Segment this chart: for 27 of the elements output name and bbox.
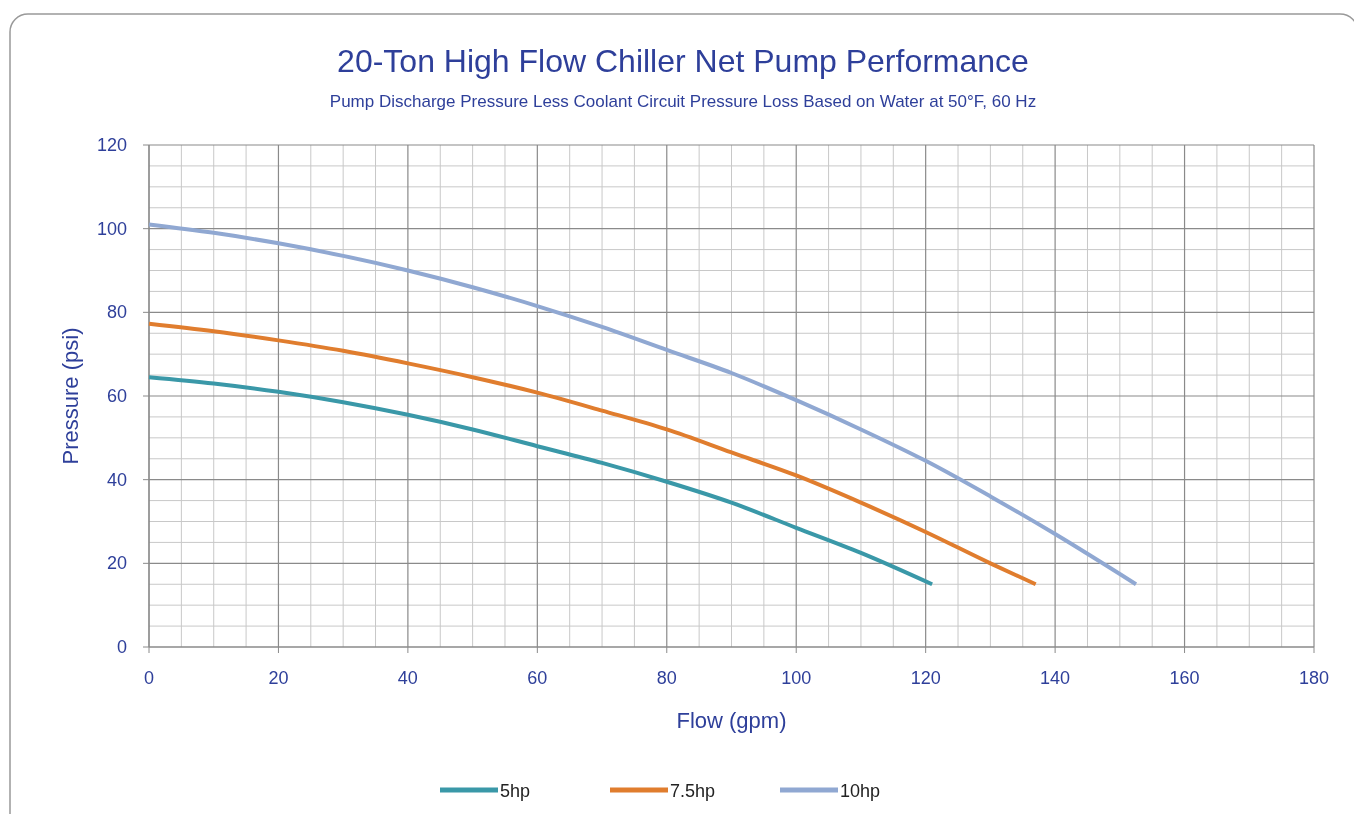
chart-title: 20-Ton High Flow Chiller Net Pump Performance [337, 43, 1029, 79]
y-tick-label: 20 [106, 553, 127, 574]
y-tick-label: 40 [106, 469, 127, 490]
x-tick-label: 140 [1040, 668, 1071, 688]
x-axis-title: Flow (gpm) [676, 708, 787, 733]
x-tick-label: 40 [397, 668, 418, 688]
y-axis-title: Pressure (psi) [58, 327, 83, 465]
y-tick-label: 120 [96, 135, 127, 155]
line-series [147, 321, 1038, 587]
y-tick-label: 60 [106, 386, 127, 406]
line-series [147, 222, 1139, 587]
x-tick-label: 180 [1298, 668, 1330, 688]
y-tick-label: 100 [96, 218, 127, 239]
x-tick-label: 0 [143, 668, 155, 688]
x-tick-label: 160 [1169, 668, 1200, 688]
x-tick-label: 80 [656, 668, 677, 688]
y-tick-label: 0 [116, 637, 127, 657]
x-tick-label: 120 [910, 668, 941, 688]
legend-label: 5hp [500, 781, 531, 801]
legend-label: 10hp [840, 781, 881, 801]
line-series [147, 375, 935, 587]
x-tick-label: 100 [781, 668, 812, 688]
legend-label: 7.5hp [670, 781, 716, 801]
x-tick-label: 60 [527, 668, 548, 688]
y-tick-label: 80 [106, 302, 127, 323]
x-tick-label: 20 [268, 668, 289, 688]
chart-subtitle: Pump Discharge Pressure Less Coolant Circuit Pressure Loss Based on Water at 50°F, 60 Hz [329, 92, 1037, 111]
